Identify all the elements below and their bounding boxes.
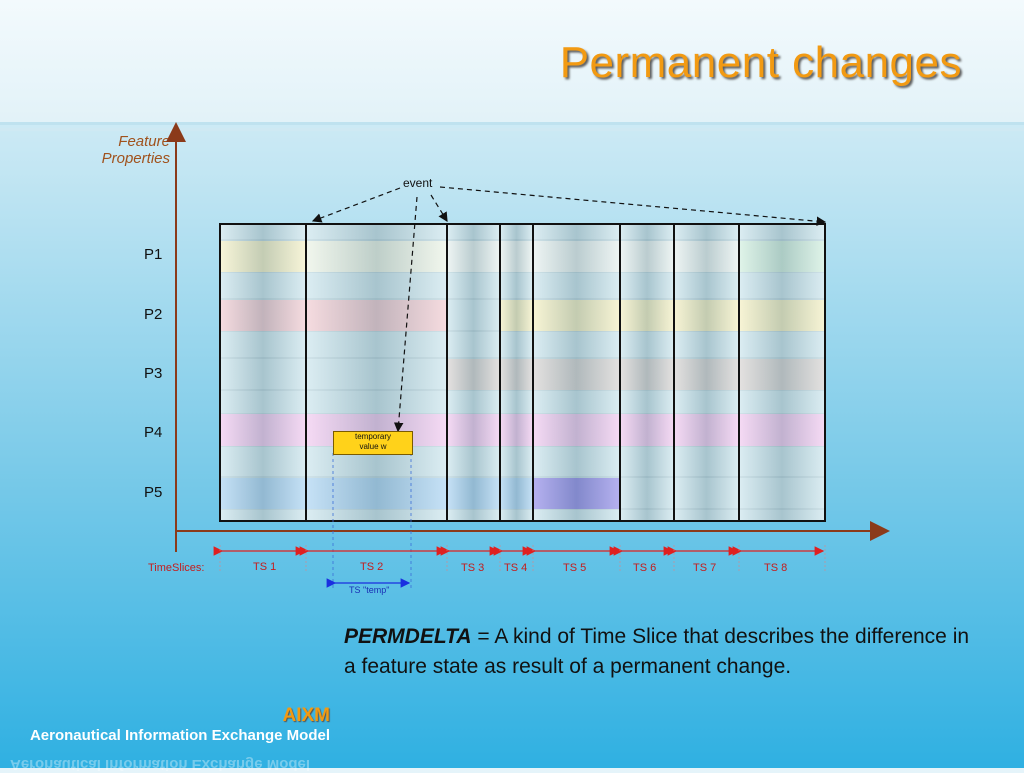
brand-subtitle-reflection: Aeronautical Information Exchange Model [10,756,311,773]
header-band [0,0,1024,125]
property-label-p1: P1 [144,246,163,263]
y-axis-label: Feature Properties [80,133,170,167]
ts-label-1: TS 1 [253,561,277,573]
aixm-branding: AIXM Aeronautical Information Exchange M… [0,705,330,744]
event-arrows [311,186,827,433]
property-label-p2: P2 [144,306,163,323]
permdelta-definition: = A kind of Time Slice that describes th… [344,625,970,678]
slide-title: Permanent changes [559,38,962,87]
ts-label-7: TS 7 [693,562,717,574]
ts-label-4: TS 4 [504,562,528,574]
brand-subtitle: Aeronautical Information Exchange Model [29,727,330,744]
brand-logo-text: AIXM [282,705,331,726]
temporary-value-line2: value w [359,442,387,451]
ts-label-5: TS 5 [563,562,587,574]
ts-label-2: TS 2 [360,561,384,573]
timeslice-borders [219,223,826,522]
property-label-p4: P4 [144,424,163,441]
timeslice-tick-guides [219,545,826,572]
ts-label-3: TS 3 [461,562,485,574]
ts-label-6: TS 6 [633,562,657,574]
ts-label-8: TS 8 [764,562,788,574]
temp-guides [332,453,412,590]
permdelta-term: PERMDELTA [344,625,472,648]
y-axis-label-line1: Feature [118,133,170,150]
temp-slice-label: TS "temp" [349,585,390,595]
temporary-value-line1: temporary [354,432,391,441]
temporary-value-box: temporary value w [333,431,413,455]
column-shading [220,224,825,521]
y-axis-label-line2: Properties [101,150,170,167]
property-label-p3: P3 [144,365,163,382]
permdelta-description: PERMDELTA = A kind of Time Slice that de… [344,622,984,682]
timeslices-label: TimeSlices: [148,562,205,574]
property-label-p5: P5 [144,484,163,501]
header-divider [0,128,1024,131]
event-label: event [403,176,433,190]
